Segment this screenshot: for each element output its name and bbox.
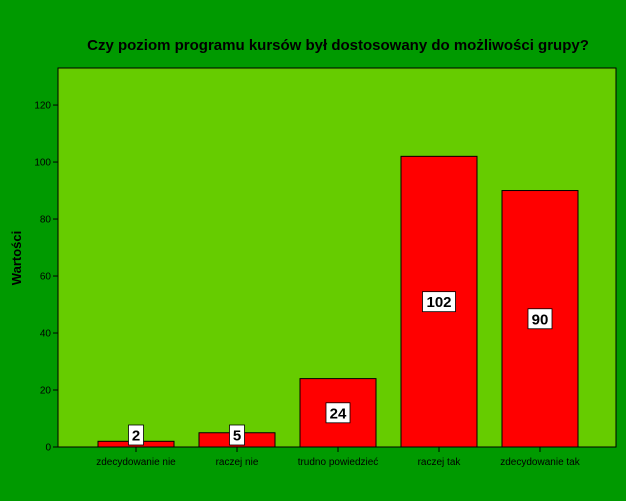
data-label-box [128,424,144,446]
data-label: 5 [233,428,241,445]
data-label: 90 [532,311,549,328]
y-tick-label: 20 [40,386,52,397]
x-tick-label: zdecydowanie tak [500,457,580,468]
x-axis: zdecydowanie nie raczej nie trudno powiedz… [96,447,581,468]
x-tick-label: zdecydowanie nie [96,457,176,468]
data-label-box [422,291,456,313]
data-label-box [229,424,245,446]
bars-group: 2 5 24 102 90 [97,155,579,448]
x-tick-label: raczej tak [418,457,462,468]
data-label-box [325,402,351,424]
y-tick-label: 40 [40,329,52,340]
x-tick-label: trudno powiedzieć [298,457,379,468]
y-tick-label: 120 [34,101,51,112]
y-tick-label: 80 [40,215,52,226]
y-tick-label: 100 [34,158,51,169]
data-label-box [527,308,553,330]
y-axis-label: Wartości [9,231,24,285]
y-tick-label: 0 [45,443,51,454]
y-tick-label: 60 [40,272,52,283]
x-tick-label: raczej nie [216,457,259,468]
data-label: 24 [330,405,347,422]
y-axis: 0 20 40 60 80 100 120 [34,101,58,454]
data-label: 102 [426,294,451,311]
data-label: 2 [132,428,140,445]
chart-title: Czy poziom programu kursów był dostosowa… [87,37,589,54]
